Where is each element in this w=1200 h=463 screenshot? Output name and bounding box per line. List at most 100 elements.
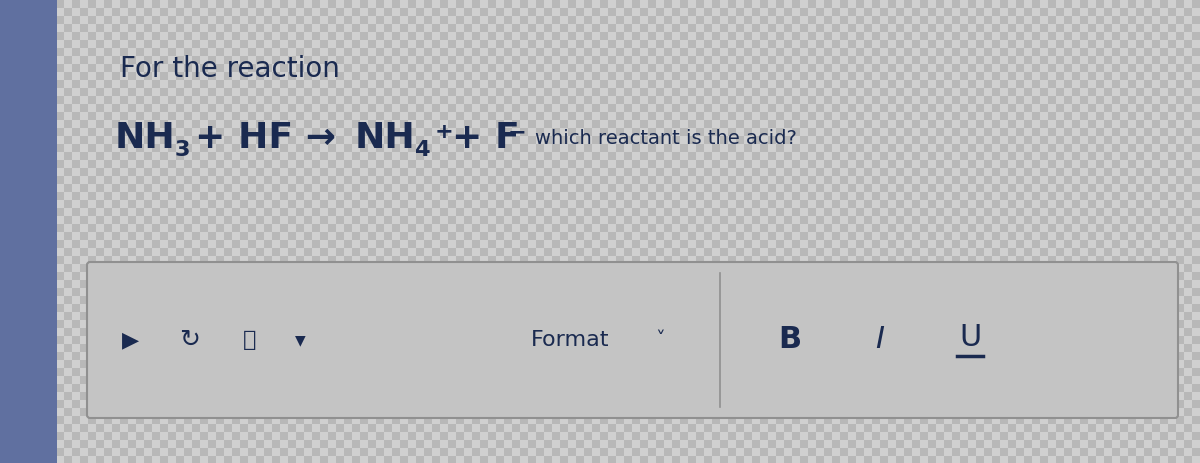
Bar [992, 8, 1000, 16]
Bar [112, 192, 120, 200]
Bar [712, 296, 720, 304]
Bar [568, 192, 576, 200]
Bar [856, 384, 864, 392]
Bar [1000, 384, 1008, 392]
Bar [808, 256, 816, 264]
Bar [616, 304, 624, 312]
Bar [1160, 248, 1168, 256]
Bar [8, 432, 16, 440]
Bar [872, 400, 880, 408]
Bar [968, 416, 976, 424]
Bar [56, 272, 64, 280]
Bar [608, 256, 616, 264]
Bar [672, 416, 680, 424]
Bar [536, 152, 544, 160]
Bar [776, 296, 784, 304]
Bar [208, 248, 216, 256]
Bar [1104, 304, 1112, 312]
Bar [248, 232, 256, 240]
Bar [488, 424, 496, 432]
Bar [320, 256, 328, 264]
Bar [560, 264, 568, 272]
Bar [1040, 368, 1048, 376]
Bar [72, 456, 80, 463]
Bar [536, 240, 544, 248]
Bar [648, 296, 656, 304]
Bar [1056, 208, 1064, 216]
Bar [0, 432, 8, 440]
Bar [576, 32, 584, 40]
Bar [144, 392, 152, 400]
Bar [432, 368, 440, 376]
Bar [1152, 280, 1160, 288]
Bar [24, 232, 32, 240]
Bar [152, 320, 160, 328]
Bar [952, 248, 960, 256]
Bar [576, 208, 584, 216]
Bar [1024, 136, 1032, 144]
Bar [552, 144, 560, 152]
Bar [248, 320, 256, 328]
Bar [760, 80, 768, 88]
Bar [584, 24, 592, 32]
Bar [1072, 416, 1080, 424]
Bar [696, 88, 704, 96]
Bar [744, 168, 752, 176]
Bar [424, 136, 432, 144]
Bar [920, 320, 928, 328]
Bar [600, 112, 608, 120]
Bar [1000, 32, 1008, 40]
Bar [624, 16, 632, 24]
Bar [280, 360, 288, 368]
Bar [264, 304, 272, 312]
Bar [208, 384, 216, 392]
Bar [760, 168, 768, 176]
Bar [792, 432, 800, 440]
Bar [264, 104, 272, 112]
Bar [216, 40, 224, 48]
Bar [936, 72, 944, 80]
Bar [104, 8, 112, 16]
Bar [392, 432, 400, 440]
Bar [664, 56, 672, 64]
Bar [280, 440, 288, 448]
Bar [1160, 32, 1168, 40]
Bar [208, 320, 216, 328]
Bar [88, 192, 96, 200]
Bar [768, 376, 776, 384]
Bar [1104, 64, 1112, 72]
Bar [272, 208, 280, 216]
Bar [456, 400, 464, 408]
Bar [872, 320, 880, 328]
Bar [360, 96, 368, 104]
Bar [168, 168, 176, 176]
Bar [400, 104, 408, 112]
Bar [968, 136, 976, 144]
Bar [1176, 144, 1184, 152]
Bar [488, 200, 496, 208]
Bar [792, 336, 800, 344]
Bar [1040, 32, 1048, 40]
Bar [480, 88, 488, 96]
Bar [760, 240, 768, 248]
Bar [72, 192, 80, 200]
Bar [1000, 176, 1008, 184]
Bar [472, 240, 480, 248]
Bar [488, 232, 496, 240]
Bar [40, 40, 48, 48]
Bar [696, 432, 704, 440]
Bar [344, 432, 352, 440]
Bar [424, 392, 432, 400]
Bar [472, 248, 480, 256]
Bar [1104, 344, 1112, 352]
Bar [144, 136, 152, 144]
Bar [656, 408, 664, 416]
Bar [704, 200, 712, 208]
Bar [952, 144, 960, 152]
Bar [120, 360, 128, 368]
Bar [64, 152, 72, 160]
Bar [120, 0, 128, 8]
Bar [1168, 112, 1176, 120]
Bar [376, 48, 384, 56]
Bar [1168, 120, 1176, 128]
